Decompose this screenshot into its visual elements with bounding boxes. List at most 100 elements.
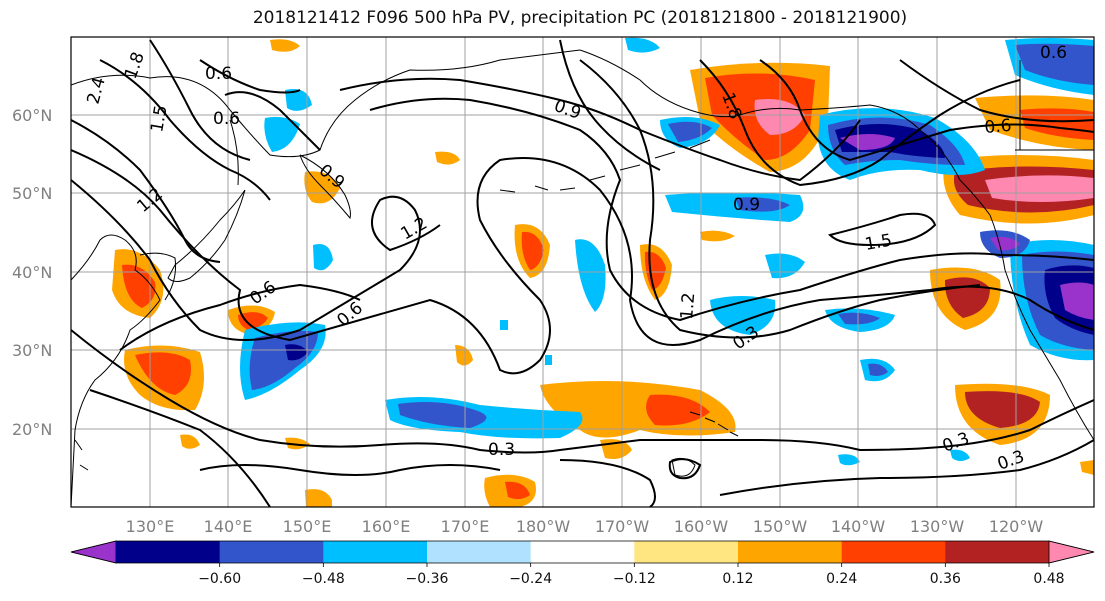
contour-label: 0.9 [733, 195, 760, 215]
pv-contour [719, 439, 1094, 496]
colorbar-segment [530, 541, 635, 563]
colorbar-segment [219, 541, 324, 563]
colorbar-arrow-max [1048, 540, 1095, 564]
precip-blob [270, 39, 300, 52]
pv-contour [828, 212, 937, 247]
pv-contour [759, 59, 1094, 162]
contour-label: 1.5 [147, 104, 171, 134]
pv-contour [99, 59, 271, 201]
coastline-hawaii [689, 411, 739, 437]
precip-blob [122, 264, 156, 308]
precip-blob [545, 355, 552, 365]
precip-blob [505, 481, 530, 500]
precip-blob [1020, 108, 1094, 140]
coastline-kamchatka [299, 154, 351, 220]
colorbar-segment [427, 541, 532, 563]
pv-contour [369, 97, 1094, 322]
precip-blob [435, 151, 460, 165]
pv-contour [71, 329, 1094, 454]
precip-blob [868, 363, 888, 376]
precip-blob [249, 330, 318, 390]
coastline-aleutians [499, 139, 711, 193]
pv-contour [119, 283, 361, 351]
precip-blob [950, 449, 970, 461]
precip-blob [285, 437, 310, 450]
figure-title: 2018121412 F096 500 hPa PV, precipitatio… [252, 8, 908, 28]
lat-label: 60°N [12, 106, 52, 125]
pv-contour [199, 59, 301, 94]
colorbar-labels: −0.60 −0.48 −0.36 −0.24 −0.12 0.12 0.24 0.36 0.4… [198, 563, 1065, 587]
pv-contour [71, 179, 441, 341]
pv-contour [579, 59, 981, 339]
colorbar-tick-label: −0.36 [406, 571, 449, 587]
pv-contour [899, 59, 1094, 123]
lat-label: 20°N [12, 420, 52, 439]
precip-blob [840, 134, 895, 150]
lat-label: 40°N [12, 263, 52, 282]
colorbar-tick-label: 0.36 [930, 571, 961, 587]
contour-label: 0.6 [1040, 43, 1067, 63]
precip-blob [500, 320, 508, 330]
colorbar-tick-label: −0.24 [509, 571, 552, 587]
lon-label: 140°E [204, 517, 253, 536]
precip-blob [735, 197, 790, 212]
precip-blob [540, 381, 736, 438]
precip-blob [1060, 282, 1094, 320]
pv-contour [224, 91, 321, 151]
precip-blob [285, 89, 312, 111]
contour-label: 1.2 [677, 292, 699, 321]
precip-blob [238, 312, 268, 330]
colorbar-segment [116, 541, 221, 563]
pv-contour [199, 464, 501, 476]
contour-label: 0.6 [205, 64, 232, 84]
pv-contour [71, 149, 1094, 375]
precip-blob [285, 344, 308, 361]
precip-blob [264, 116, 300, 152]
lon-label: 130°W [910, 517, 965, 536]
colorbar-segment [323, 541, 428, 563]
precip-blob [990, 236, 1020, 251]
pv-contours [71, 39, 1094, 507]
contour-label: 0.6 [213, 109, 240, 129]
colorbar-tick-label: −0.12 [613, 571, 656, 587]
precip-blob [180, 434, 200, 449]
coastline-asia [71, 234, 161, 507]
precip-blob [305, 489, 332, 507]
precip-blob [398, 402, 487, 428]
precip-blob [985, 175, 1094, 202]
lon-label: 150°W [753, 517, 808, 536]
pv-contour [559, 39, 661, 171]
map-frame [70, 36, 1095, 508]
lon-label: 170°E [441, 517, 490, 536]
precip-blob [965, 391, 1040, 428]
colorbar-tick-label: −0.60 [198, 571, 241, 587]
lon-label: 150°E [283, 517, 332, 536]
pv-contour [149, 39, 251, 161]
colorbar-segment [841, 541, 946, 563]
colorbar-tick-label: 0.12 [722, 571, 753, 587]
precip-blob [1080, 460, 1094, 475]
coastline-japan [167, 189, 246, 282]
precip-blob [575, 239, 606, 312]
coastline-canada-border [1015, 60, 1094, 151]
precip-blob [700, 230, 735, 242]
precip-blob [646, 394, 710, 426]
lat-label: 50°N [12, 184, 52, 203]
longitude-labels: 130°E 140°E 150°E 160°E 170°E 180°W 170°… [126, 517, 1044, 536]
precip-blob [313, 244, 333, 271]
colorbar-tick-label: 0.24 [826, 571, 857, 587]
colorbar [70, 540, 1095, 564]
pv-contour [89, 389, 271, 507]
precip-blob [135, 352, 191, 395]
lon-label: 160°W [674, 517, 729, 536]
lon-label: 130°E [126, 517, 175, 536]
latitude-labels: 60°N 50°N 40°N 30°N 20°N [12, 106, 52, 439]
lon-label: 120°W [989, 517, 1044, 536]
precip-blob [521, 231, 544, 270]
colorbar-outline [70, 540, 1095, 564]
precip-blob [1015, 43, 1094, 85]
coastline-korea [139, 252, 176, 301]
precip-blob [625, 37, 660, 53]
lon-label: 180°W [516, 517, 571, 536]
